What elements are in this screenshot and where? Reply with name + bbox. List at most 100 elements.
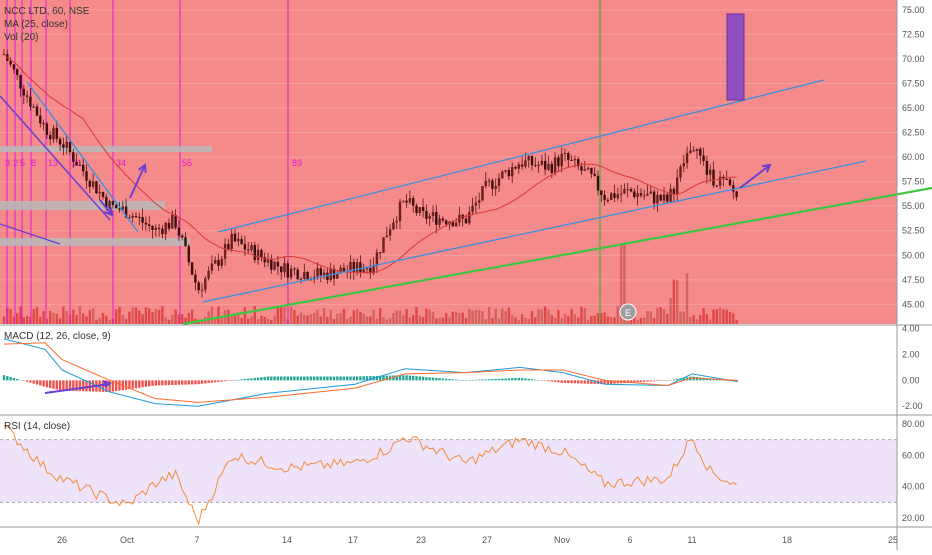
volume-bar xyxy=(214,317,217,324)
candle-body xyxy=(58,138,62,145)
candle-body xyxy=(263,257,266,263)
macd-histogram-bar xyxy=(336,376,339,381)
macd-histogram-bar xyxy=(652,380,656,382)
volume-bar xyxy=(722,309,725,324)
macd-arrowhead xyxy=(103,380,112,388)
volume-bar xyxy=(646,311,649,324)
macd-legend: MACD (12, 26, close, 9) xyxy=(4,331,111,342)
macd-histogram-bar xyxy=(501,378,504,381)
macd-histogram-bar xyxy=(306,376,309,381)
candle-body xyxy=(214,260,217,264)
candle-body xyxy=(359,262,362,273)
macd-histogram-bar xyxy=(461,380,464,381)
candle-body xyxy=(454,222,458,227)
volume-bar xyxy=(322,307,326,324)
earnings-marker-circle[interactable] xyxy=(619,303,637,321)
macd-tick-label: 0.00 xyxy=(902,375,920,385)
volume-bar xyxy=(177,314,181,324)
candle-body xyxy=(570,159,573,161)
candle-body xyxy=(144,222,148,225)
volume-bar xyxy=(725,309,728,324)
rsi-tick-label: 40.00 xyxy=(902,482,925,492)
candle-body xyxy=(471,205,474,213)
candle-body xyxy=(181,235,184,238)
candle-body xyxy=(12,64,16,70)
candle-body xyxy=(256,249,260,261)
candle-body xyxy=(319,268,322,276)
macd-histogram-bar xyxy=(167,380,171,386)
time-axis: 26 Oct 7 14 17 23 27 Nov 6 11 18 25 xyxy=(57,535,898,545)
volume-bar xyxy=(72,309,75,324)
candle-body xyxy=(629,189,633,192)
candle-body xyxy=(524,160,527,167)
macd-histogram-bar xyxy=(606,380,610,385)
macd-histogram-bar xyxy=(643,380,646,382)
purple-target-box xyxy=(726,13,745,101)
candle-body xyxy=(316,268,319,277)
candle-body xyxy=(134,216,138,218)
macd-histogram-bar xyxy=(118,380,121,391)
volume-bar xyxy=(270,319,273,324)
price-pane-bg xyxy=(0,0,897,324)
time-tick-label: Oct xyxy=(120,535,135,545)
volume-bar xyxy=(464,318,468,324)
grey-zone xyxy=(0,201,165,210)
volume-bar xyxy=(735,319,738,324)
candle-body xyxy=(131,216,134,218)
candle-body xyxy=(435,211,438,225)
candle-body xyxy=(22,88,25,96)
candle-body xyxy=(375,252,379,266)
macd-histogram-bar xyxy=(524,378,527,381)
macd-histogram-bar xyxy=(458,379,461,381)
macd-histogram-bar xyxy=(134,380,138,389)
volume-bar xyxy=(451,311,454,324)
volume-bar xyxy=(65,311,68,324)
candle-body xyxy=(560,153,563,167)
candle-body xyxy=(583,169,586,171)
volume-bar xyxy=(217,306,220,324)
volume-bar xyxy=(643,317,646,324)
volume-bar xyxy=(715,309,718,324)
volume-bar xyxy=(415,307,418,324)
candle-body xyxy=(101,191,105,197)
volume-bar xyxy=(586,319,590,324)
candle-body xyxy=(709,169,712,175)
volume-bar xyxy=(25,316,29,324)
macd-histogram-bar xyxy=(560,380,563,383)
volume-bar xyxy=(699,314,702,324)
candle-body xyxy=(438,218,441,225)
candle-body xyxy=(283,263,286,273)
candle-body xyxy=(487,180,491,182)
macd-histogram-bar xyxy=(718,379,722,381)
volume-bar xyxy=(656,307,659,324)
macd-histogram-bar xyxy=(22,380,25,381)
candle-body xyxy=(326,272,329,281)
candle-body xyxy=(491,180,494,189)
candle-body xyxy=(309,279,313,281)
volume-bar xyxy=(511,315,514,324)
volume-bar xyxy=(22,317,25,324)
macd-axis: 4.00 2.00 0.00 -2.00 xyxy=(902,324,923,412)
macd-histogram-bar xyxy=(421,376,425,381)
macd-histogram-bar xyxy=(322,376,326,381)
macd-histogram-bar xyxy=(309,376,313,381)
candle-body xyxy=(194,274,197,283)
macd-histogram-bar xyxy=(49,380,52,389)
price-tick-label: 55.00 xyxy=(902,201,925,211)
volume-bar xyxy=(243,307,247,324)
volume-bar xyxy=(408,317,412,324)
macd-histogram-bar xyxy=(586,380,590,384)
candle-body xyxy=(451,221,454,227)
candle-body xyxy=(121,206,124,210)
macd-histogram-bar xyxy=(600,380,603,385)
macd-histogram-bar xyxy=(369,376,372,381)
price-tick-label: 50.00 xyxy=(902,250,925,260)
macd-histogram-bar xyxy=(101,380,105,392)
macd-histogram-bar xyxy=(385,375,388,381)
volume-bar xyxy=(445,313,448,324)
macd-histogram-bar xyxy=(280,376,283,381)
macd-histogram-bar xyxy=(111,380,115,392)
candle-body xyxy=(639,193,643,196)
candle-body xyxy=(662,194,666,201)
candle-body xyxy=(636,193,639,197)
